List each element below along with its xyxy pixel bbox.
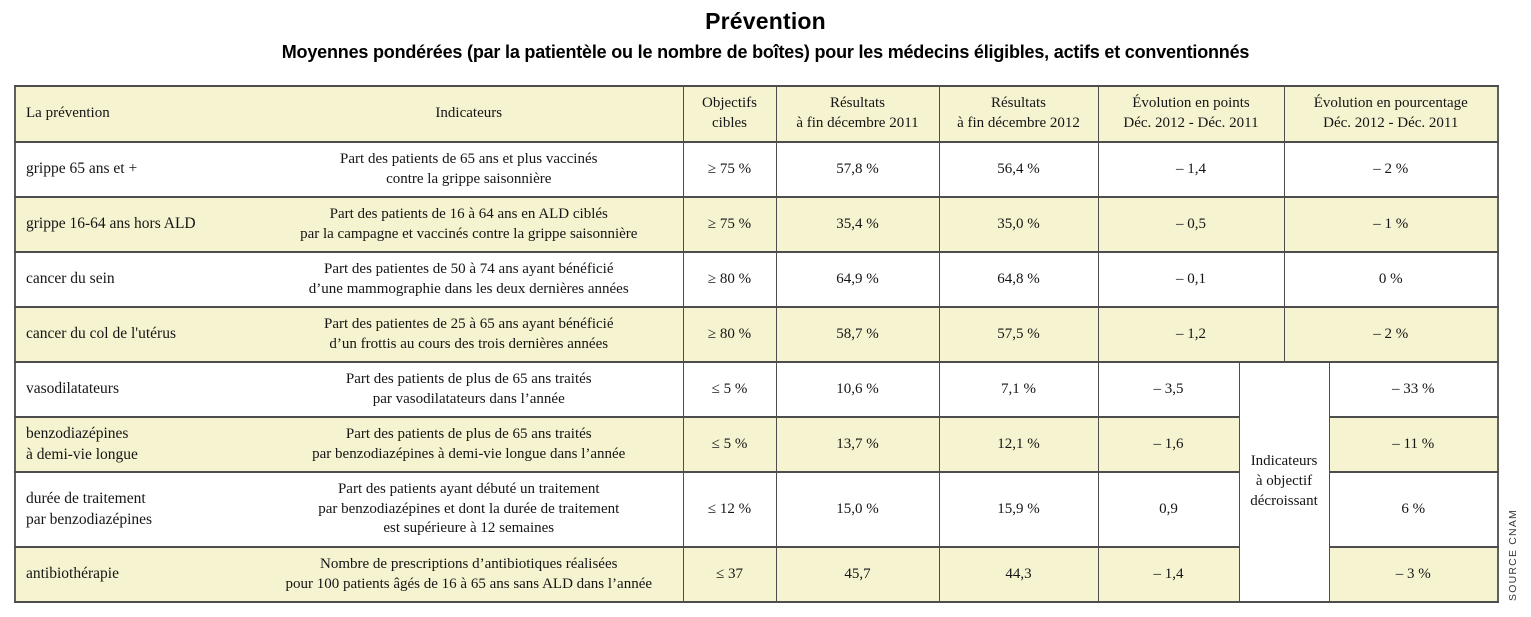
row-result-2012: 57,5 % <box>938 306 1099 363</box>
row-indicator: Part des patientes de 50 à 74 ans ayant … <box>255 251 684 308</box>
page-subtitle: Moyennes pondérées (par la patientèle ou… <box>281 42 1250 62</box>
row-evolution-points: 0,9 <box>1097 471 1240 548</box>
row-result-2011: 64,9 % <box>775 251 940 308</box>
row-indicator: Part des patients ayant débuté un traite… <box>255 471 684 548</box>
row-objective: ≤ 12 % <box>682 471 777 548</box>
row-result-2012: 56,4 % <box>938 141 1099 198</box>
table-row: grippe 65 ans et + Part des patients de 6… <box>14 141 1499 198</box>
row-result-2012: 35,0 % <box>938 196 1099 253</box>
row-evolution-percent: – 33 % <box>1328 361 1499 418</box>
title-block: Prévention Moyennes pondérées (par la pa… <box>0 8 1531 63</box>
row-label: cancer du sein <box>14 251 255 308</box>
row-objective: ≥ 80 % <box>682 251 777 308</box>
row-objective: ≥ 75 % <box>682 196 777 253</box>
row-label: vasodilatateurs <box>14 361 255 418</box>
row-indicator: Part des patientes de 25 à 65 ans ayant … <box>255 306 684 363</box>
row-result-2012: 12,1 % <box>938 416 1099 473</box>
row-evolution-points: – 1,6 <box>1097 416 1240 473</box>
table-row: antibiothérapie Nombre de prescriptions d… <box>14 546 1499 603</box>
row-evolution-points: – 0,1 <box>1097 251 1285 308</box>
row-result-2011: 45,7 <box>775 546 940 603</box>
row-result-2011: 57,8 % <box>775 141 940 198</box>
row-evolution-percent: 0 % <box>1283 251 1499 308</box>
row-indicator: Part des patients de plus de 65 ans trai… <box>255 361 684 418</box>
row-objective: ≥ 80 % <box>682 306 777 363</box>
row-evolution-percent: – 1 % <box>1283 196 1499 253</box>
table-row: durée de traitement par benzodiazépines P… <box>14 471 1499 548</box>
row-label: antibiothérapie <box>14 546 255 603</box>
row-label: benzodiazépines à demi-vie longue <box>14 416 255 473</box>
header-prevention: La prévention <box>14 85 255 143</box>
row-result-2011: 15,0 % <box>775 471 940 548</box>
header-resultats-2012: Résultats à fin décembre 2012 <box>938 85 1099 143</box>
row-result-2011: 35,4 % <box>775 196 940 253</box>
source-label: SOURCE CNAM <box>1507 509 1519 601</box>
table-row: cancer du col de l'utérus Part des patien… <box>14 306 1499 363</box>
row-evolution-points: – 1,2 <box>1097 306 1285 363</box>
row-objective: ≤ 37 <box>682 546 777 603</box>
header-evolution-pourcentage: Évolution en pourcentage Déc. 2012 - Déc… <box>1283 85 1499 143</box>
header-indicateurs: Indicateurs <box>255 85 684 143</box>
table-row: grippe 16-64 ans hors ALD Part des patien… <box>14 196 1499 253</box>
row-indicator: Part des patients de plus de 65 ans trai… <box>255 416 684 473</box>
row-result-2011: 13,7 % <box>775 416 940 473</box>
row-evolution-percent: – 2 % <box>1283 306 1499 363</box>
table-row: benzodiazépines à demi-vie longue Part de… <box>14 416 1499 473</box>
row-indicator: Nombre de prescriptions d’antibiotiques … <box>255 546 684 603</box>
row-result-2012: 7,1 % <box>938 361 1099 418</box>
row-evolution-percent: – 11 % <box>1328 416 1499 473</box>
row-evolution-points: – 3,5 <box>1097 361 1240 418</box>
header-objectifs-cibles: Objectifs cibles <box>682 85 777 143</box>
table-body: grippe 65 ans et + Part des patients de 6… <box>14 141 1499 603</box>
prevention-table: La prévention Indicateurs Objectifs cibl… <box>14 85 1500 603</box>
row-indicator: Part des patients de 65 ans et plus vacc… <box>255 141 684 198</box>
row-objective: ≤ 5 % <box>682 361 777 418</box>
page-title: Prévention <box>705 8 826 34</box>
table-row: vasodilatateurs Part des patients de plus… <box>14 361 1499 603</box>
row-result-2011: 10,6 % <box>775 361 940 418</box>
row-result-2012: 44,3 <box>938 546 1099 603</box>
header-evolution-points: Évolution en points Déc. 2012 - Déc. 201… <box>1097 85 1285 143</box>
row-result-2012: 64,8 % <box>938 251 1099 308</box>
row-evolution-percent: 6 % <box>1328 471 1499 548</box>
row-objective: ≤ 5 % <box>682 416 777 473</box>
header-resultats-2011: Résultats à fin décembre 2011 <box>775 85 940 143</box>
row-label: cancer du col de l'utérus <box>14 306 255 363</box>
row-indicator: Part des patients de 16 à 64 ans en ALD … <box>255 196 684 253</box>
decreasing-indicators-label: Indicateurs à objectif décroissant <box>1238 361 1330 603</box>
row-evolution-percent: – 3 % <box>1328 546 1499 603</box>
row-result-2012: 15,9 % <box>938 471 1099 548</box>
row-objective: ≥ 75 % <box>682 141 777 198</box>
header-row: La prévention Indicateurs Objectifs cibl… <box>14 85 1499 143</box>
row-evolution-points: – 1,4 <box>1097 546 1240 603</box>
row-label: durée de traitement par benzodiazépines <box>14 471 255 548</box>
table-row: cancer du sein Part des patientes de 50 à… <box>14 251 1499 308</box>
row-label: grippe 65 ans et + <box>14 141 255 198</box>
row-label: grippe 16-64 ans hors ALD <box>14 196 255 253</box>
row-evolution-points: – 0,5 <box>1097 196 1285 253</box>
row-result-2011: 58,7 % <box>775 306 940 363</box>
row-evolution-points: – 1,4 <box>1097 141 1285 198</box>
row-evolution-percent: – 2 % <box>1283 141 1499 198</box>
